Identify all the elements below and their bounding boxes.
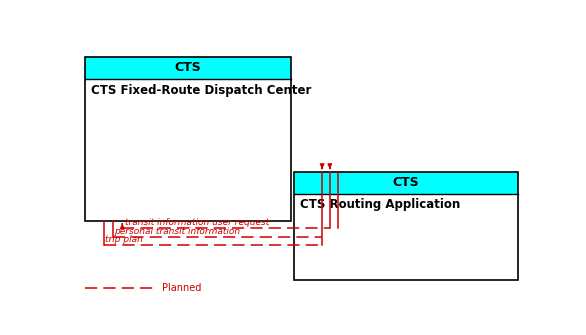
Bar	[84, 57, 291, 79]
Bar	[294, 172, 519, 194]
Text: CTS Fixed-Route Dispatch Center: CTS Fixed-Route Dispatch Center	[91, 83, 312, 96]
Text: CTS Routing Application: CTS Routing Application	[300, 198, 461, 211]
Text: transit information user request: transit information user request	[125, 218, 269, 227]
Text: personal transit information: personal transit information	[114, 227, 240, 236]
Bar	[84, 79, 291, 221]
Bar	[84, 57, 291, 221]
Text: trip plan: trip plan	[105, 236, 143, 245]
Text: CTS: CTS	[175, 61, 202, 74]
Text: CTS: CTS	[393, 176, 420, 189]
Bar	[294, 194, 519, 280]
Text: Planned: Planned	[162, 283, 201, 293]
Bar	[294, 172, 519, 280]
